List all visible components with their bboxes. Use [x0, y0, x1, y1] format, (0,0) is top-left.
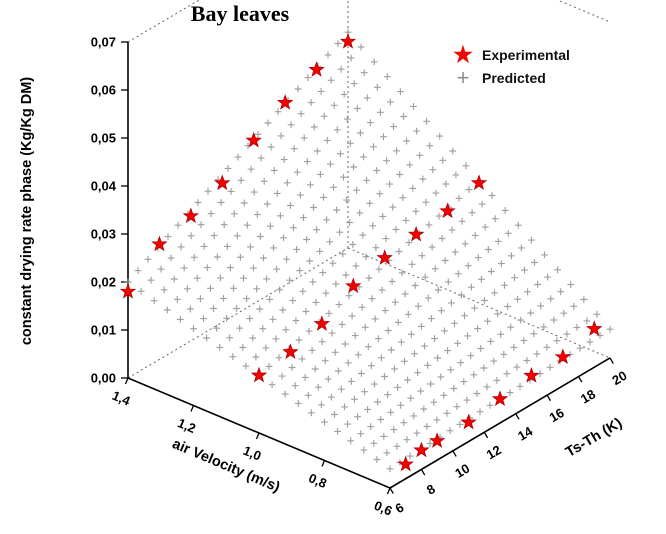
experimental-star: [554, 348, 572, 365]
experimental-star: [491, 390, 509, 406]
z-tick-label: 0,02: [91, 275, 116, 290]
experimental-star: [523, 366, 540, 383]
plus-icon: +: [456, 65, 470, 90]
experimental-star: [182, 207, 200, 224]
tick-mark: [483, 431, 489, 439]
y-tick-label: 6: [392, 500, 406, 517]
y-tick-label: 10: [452, 461, 472, 481]
predicted-plus-markers: [124, 28, 614, 473]
z-tick-label: 0,03: [91, 227, 116, 242]
x-tick-label: 1,2: [175, 415, 198, 436]
experimental-star: [345, 277, 362, 294]
tick-mark: [609, 357, 614, 364]
tick-mark: [515, 413, 520, 420]
z-tick-label: 0,01: [91, 323, 116, 338]
box-edge: [347, 247, 611, 359]
experimental-star: [151, 235, 168, 252]
experimental-star: [439, 202, 456, 219]
y-axis-line: [389, 357, 611, 489]
experimental-star: [250, 366, 268, 383]
z-tick-label: 0,05: [91, 131, 116, 146]
z-tick-label: 0,04: [91, 179, 117, 194]
z-axis-title: constant drying rate phase (Kg/Kg DM): [19, 76, 35, 346]
tick-mark: [124, 377, 129, 385]
experimental-star: [407, 225, 425, 242]
y-tick-label: 12: [484, 442, 504, 462]
star-icon: ★: [453, 42, 473, 67]
experimental-star: [276, 94, 294, 110]
z-tick-label: 0,00: [91, 371, 116, 386]
tick-mark: [386, 487, 391, 495]
tick-mark: [452, 450, 457, 457]
experimental-star: [376, 249, 393, 265]
tick-mark: [578, 376, 583, 383]
experimental-star: [119, 282, 137, 299]
legend-item-experimental: ★ Experimental: [452, 42, 570, 67]
legend: ★ Experimental + Predicted: [452, 42, 570, 90]
experimental-star: [339, 32, 357, 49]
y-tick-label: 8: [424, 481, 438, 498]
box-edges: [127, 0, 611, 379]
box-edge: [556, 0, 611, 23]
experimental-star: [214, 174, 231, 191]
experimental-points: [119, 32, 603, 472]
x-tick-label: 0,6: [372, 498, 395, 519]
y-tick-label: 20: [609, 368, 629, 388]
tick-mark: [255, 432, 260, 440]
legend-label-predicted: Predicted: [482, 70, 546, 86]
y-tick-label: 16: [547, 405, 567, 425]
legend-label-experimental: Experimental: [482, 47, 570, 63]
chart-title: Bay leaves: [190, 1, 290, 26]
x-tick-label: 1,0: [241, 443, 264, 464]
experimental-star: [413, 441, 430, 458]
y-tick-label: 18: [578, 386, 598, 406]
experimental-star: [428, 432, 446, 448]
z-tick-label: 0,07: [91, 35, 116, 50]
ticks-and-labels: 0,00 0,01 0,02 0,03 0,04 0,05 0,06 0,07 1,4 1,2 1,…: [91, 35, 630, 519]
experimental-star: [282, 343, 299, 360]
experimental-star: [313, 315, 331, 331]
y-tick-label: 14: [515, 423, 536, 444]
z-tick-label: 0,06: [91, 83, 116, 98]
experimental-star: [245, 131, 262, 148]
axes: [127, 42, 611, 489]
tick-mark: [420, 469, 426, 476]
tick-mark: [546, 394, 552, 402]
experimental-star: [308, 61, 325, 77]
tick-mark: [321, 460, 326, 467]
experimental-star: [397, 455, 414, 472]
tick-mark: [190, 405, 195, 412]
x-tick-label: 0,8: [306, 470, 329, 491]
experimental-star: [470, 174, 488, 190]
experimental-star: [586, 320, 603, 336]
tick-mark: [389, 487, 394, 494]
x-tick-label: 1,4: [110, 388, 133, 409]
experimental-star: [460, 413, 477, 430]
legend-item-predicted: + Predicted: [452, 65, 570, 90]
